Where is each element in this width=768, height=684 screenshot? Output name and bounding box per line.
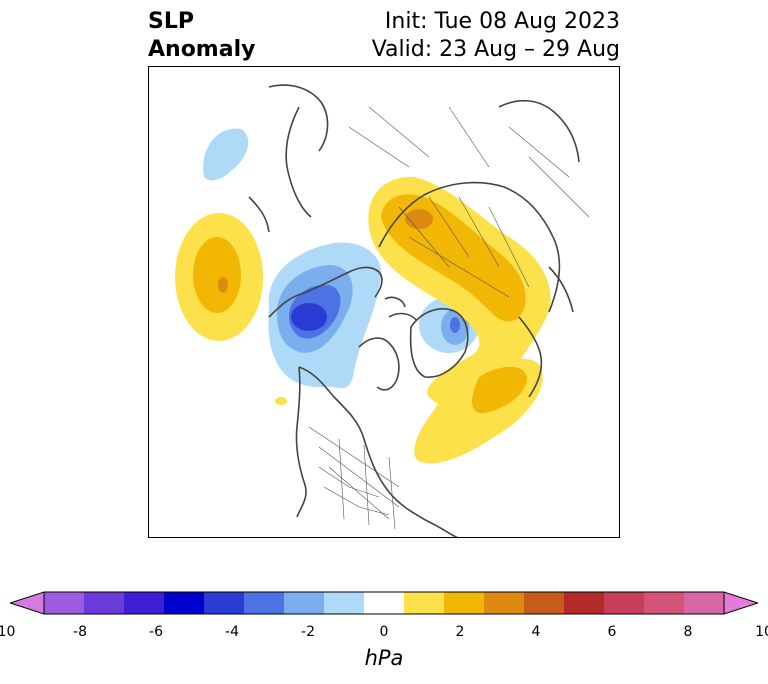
colorbar-swatch (684, 592, 725, 614)
colorbar-tick-label: 6 (607, 624, 617, 640)
coastline-east-asia (248, 106, 312, 233)
init-date: Init: Tue 08 Aug 2023 (384, 9, 620, 34)
colorbar-tick-label: -10 (0, 624, 16, 640)
title-line-slp: SLP (148, 9, 194, 34)
coastline-europe (518, 266, 574, 398)
political-borders (308, 106, 590, 530)
coastline-alaska (268, 266, 383, 318)
positive-anomaly-small (275, 397, 287, 405)
colorbar-swatch (644, 592, 685, 614)
colorbar-tick-label: 0 (379, 624, 389, 640)
positive-anomaly-pacific-max (218, 277, 228, 293)
colorbar-swatch (564, 592, 605, 614)
colorbar-outline (43, 591, 725, 615)
map-canvas (175, 84, 590, 537)
colorbar-swatch (404, 592, 445, 614)
colorbar-swatch (524, 592, 565, 614)
map-title: SLP Anomaly (148, 8, 255, 64)
colorbar-swatch (284, 592, 325, 614)
colorbar-tick-label: 4 (531, 624, 541, 640)
colorbar-swatch (364, 592, 405, 614)
colorbar-ticks: -10 -8 -6 -4 -2 0 2 4 6 8 10 (0, 624, 768, 644)
colorbar (10, 591, 758, 615)
colorbar-swatch (244, 592, 285, 614)
colorbar-swatch (164, 592, 205, 614)
border-eurasia-states (398, 196, 530, 298)
colorbar-tick-label: -2 (301, 624, 315, 640)
border-us-canada (308, 426, 400, 520)
colorbar-tick-label: 8 (683, 624, 693, 640)
colorbar-swatch (444, 592, 485, 614)
positive-anomaly-atlantic-core (472, 366, 527, 414)
coastline-eurasia (268, 84, 580, 313)
border-us-states (318, 438, 396, 530)
colorbar-swatch (204, 592, 245, 614)
colorbar-tick-label: -4 (225, 624, 239, 640)
negative-anomaly-greenland-core (450, 317, 460, 333)
colorbar-swatch (324, 592, 365, 614)
colorbar-swatch (604, 592, 645, 614)
title-line-anomaly: Anomaly (148, 37, 256, 62)
map-panel (148, 66, 620, 538)
forecast-dates: Init: Tue 08 Aug 2023 Valid: 23 Aug – 29… (372, 8, 620, 64)
colorbar-swatch (124, 592, 165, 614)
colorbar-tick-label: 2 (455, 624, 465, 640)
colorbar-unit-label: hPa (364, 646, 404, 670)
negative-anomaly-east-asia (203, 128, 249, 181)
colorbar-tick-label: -6 (149, 624, 163, 640)
colorbar-tick-label: 10 (755, 624, 768, 640)
anomaly-fills (175, 128, 551, 464)
coastline-greenland (409, 308, 469, 378)
colorbar-swatch (484, 592, 525, 614)
valid-range: Valid: 23 Aug – 29 Aug (371, 37, 620, 62)
positive-anomaly-pacific-core (193, 237, 241, 313)
coastline-hudson-bay (358, 337, 400, 391)
colorbar-tick-label: -8 (73, 624, 87, 640)
colorbar-swatch (44, 592, 85, 614)
coastlines (248, 84, 580, 537)
colorbar-extend-low (10, 591, 45, 615)
coastline-arctic-islands (384, 296, 418, 322)
border-north-asia (348, 106, 590, 218)
negative-anomaly-alaska-core (291, 303, 327, 331)
positive-anomaly-eurasia-max (405, 209, 433, 229)
colorbar-swatch (84, 592, 125, 614)
coastline-north-america (295, 366, 458, 537)
colorbar-extend-high (723, 591, 758, 615)
